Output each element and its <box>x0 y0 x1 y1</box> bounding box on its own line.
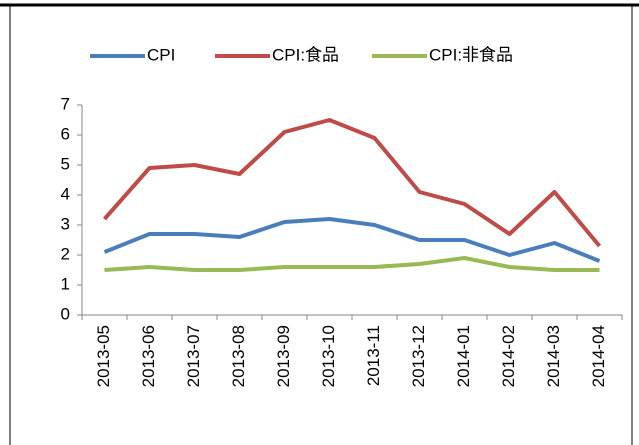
x-tick-label: 2013-09 <box>274 325 293 387</box>
x-tick-label: 2014-04 <box>589 325 608 387</box>
y-tick-label: 4 <box>61 184 70 203</box>
y-tick-label: 0 <box>61 304 70 323</box>
x-tick-label: 2013-06 <box>139 325 158 387</box>
x-tick-label: 2013-05 <box>94 325 113 387</box>
x-tick-label: 2014-02 <box>499 325 518 387</box>
y-tick-label: 5 <box>61 154 70 173</box>
legend-label: CPI:非食品 <box>429 45 513 64</box>
y-tick-label: 3 <box>61 214 70 233</box>
x-tick-label: 2014-03 <box>544 325 563 387</box>
y-tick-label: 2 <box>61 244 70 263</box>
x-tick-label: 2013-08 <box>229 325 248 387</box>
y-tick-label: 6 <box>61 124 70 143</box>
series-line <box>104 256 600 272</box>
y-tick-label: 1 <box>61 274 70 293</box>
legend-label: CPI:食品 <box>272 45 339 64</box>
x-tick-label: 2013-10 <box>319 325 338 387</box>
series-line <box>103 217 601 263</box>
x-tick-label: 2013-12 <box>409 325 428 387</box>
x-tick-label: 2013-07 <box>184 325 203 387</box>
legend-label: CPI <box>147 45 175 64</box>
x-tick-label: 2014-01 <box>454 325 473 387</box>
x-tick-label: 2013-11 <box>364 325 383 386</box>
series-line <box>103 118 602 248</box>
y-tick-label: 7 <box>61 94 70 113</box>
